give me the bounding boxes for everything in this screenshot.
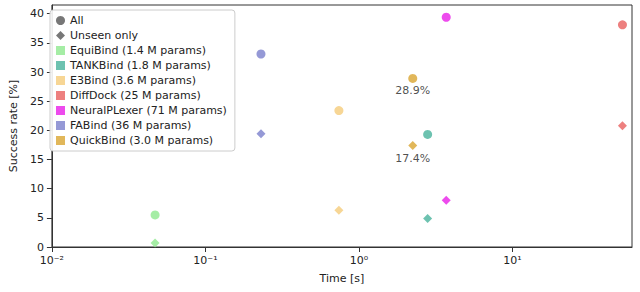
svg-text:5: 5 [37,211,44,224]
svg-text:20: 20 [30,124,44,137]
svg-text:10⁻¹: 10⁻¹ [193,254,217,267]
svg-text:Success rate [%]: Success rate [%] [7,80,20,173]
svg-text:25: 25 [30,95,44,108]
svg-text:40: 40 [30,7,44,20]
svg-text:TANKBind (1.8 M params): TANKBind (1.8 M params) [69,59,211,72]
svg-text:28.9%: 28.9% [395,84,430,97]
svg-text:All: All [70,14,84,27]
svg-text:QuickBind (3.0 M params): QuickBind (3.0 M params) [70,134,213,147]
svg-text:10⁻²: 10⁻² [40,254,64,267]
svg-text:NeuralPLexer (71 M params): NeuralPLexer (71 M params) [70,104,227,117]
svg-text:0: 0 [37,241,44,254]
svg-text:FABind (36 M params): FABind (36 M params) [70,119,191,132]
svg-text:E3Bind (3.6 M params): E3Bind (3.6 M params) [70,74,196,87]
svg-text:Unseen only: Unseen only [70,29,139,42]
svg-text:EquiBind (1.4 M params): EquiBind (1.4 M params) [70,44,206,57]
svg-text:Time [s]: Time [s] [319,272,365,285]
svg-text:10⁰: 10⁰ [350,254,369,267]
svg-text:DiffDock (25 M params): DiffDock (25 M params) [70,89,201,102]
svg-text:10: 10 [30,182,44,195]
svg-text:30: 30 [30,66,44,79]
svg-text:17.4%: 17.4% [395,152,430,165]
svg-text:15: 15 [30,153,44,166]
svg-text:10¹: 10¹ [503,254,521,267]
svg-text:35: 35 [30,36,44,49]
